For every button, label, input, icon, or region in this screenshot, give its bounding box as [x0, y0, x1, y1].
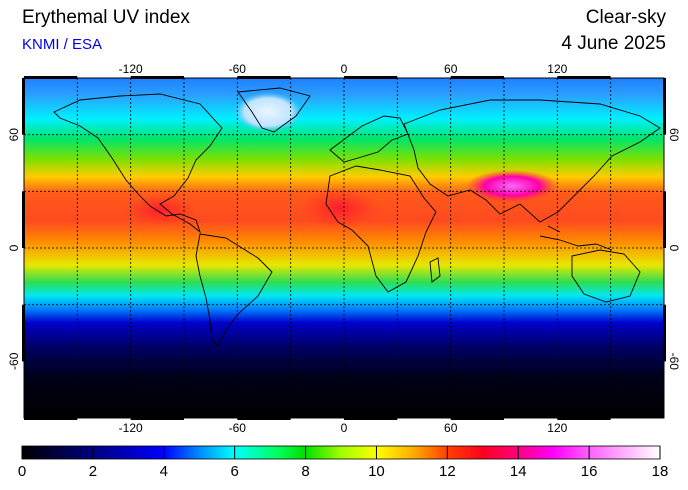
- data-source-label: KNMI / ESA: [22, 36, 103, 53]
- coastlines: [53, 87, 661, 347]
- lon-tick-bottom: -60: [229, 421, 247, 435]
- greenland-low: [234, 92, 302, 132]
- indonesia-coast: [539, 225, 613, 251]
- lon-tick-top: -60: [229, 62, 247, 76]
- lon-tick-top: 0: [341, 62, 348, 76]
- lon-tick-bottom: -120: [119, 421, 143, 435]
- sahara-hotspot: [300, 188, 380, 228]
- australia-coast: [571, 249, 641, 303]
- lat-tick-left: 60: [7, 128, 21, 142]
- frame-ruler: [22, 76, 666, 420]
- lon-tick-top: 120: [547, 62, 567, 76]
- colorbar-ticks: [21, 446, 661, 459]
- colorbar-label: 6: [230, 463, 239, 480]
- colorbar-label: 18: [651, 463, 669, 480]
- sky-condition-label: Clear-sky: [585, 7, 666, 28]
- colorbar-label: 10: [368, 463, 385, 480]
- lon-tick-bottom: 60: [444, 421, 458, 435]
- africa-coast: [325, 165, 437, 293]
- south-america-coast: [195, 233, 273, 347]
- colorbar: [21, 445, 661, 460]
- map-title: Erythemal UV index: [22, 7, 190, 28]
- lat-tick-right: 60: [667, 128, 681, 142]
- colorbar-label: 4: [159, 463, 168, 480]
- lon-tick-bottom: 0: [341, 421, 348, 435]
- date-label: 4 June 2025: [561, 33, 666, 54]
- lat-tick-left: 0: [7, 244, 21, 251]
- colorbar-label: 14: [509, 463, 527, 480]
- colorbar-label: 12: [438, 463, 456, 480]
- lat-tick-right: 0: [667, 245, 681, 252]
- lat-tick-left: -60: [7, 352, 21, 370]
- mexico-hotspot: [124, 194, 196, 226]
- colorbar-label: 8: [301, 463, 310, 480]
- lon-tick-top: -120: [119, 62, 143, 76]
- lat-tick-right: -60: [667, 353, 681, 371]
- lon-tick-top: 60: [444, 62, 458, 76]
- graticule: [24, 78, 664, 418]
- madagascar-coast: [429, 257, 441, 283]
- north-america-coast: [53, 93, 223, 234]
- lon-tick-bottom: 120: [547, 421, 567, 435]
- colorbar-label: 0: [17, 463, 27, 480]
- greenland-coast: [237, 87, 311, 133]
- colorbar-label: 2: [88, 463, 98, 480]
- asia-coast: [403, 99, 661, 223]
- colorbar-label: 16: [580, 463, 598, 480]
- tibetan-plateau-peak: [466, 170, 558, 202]
